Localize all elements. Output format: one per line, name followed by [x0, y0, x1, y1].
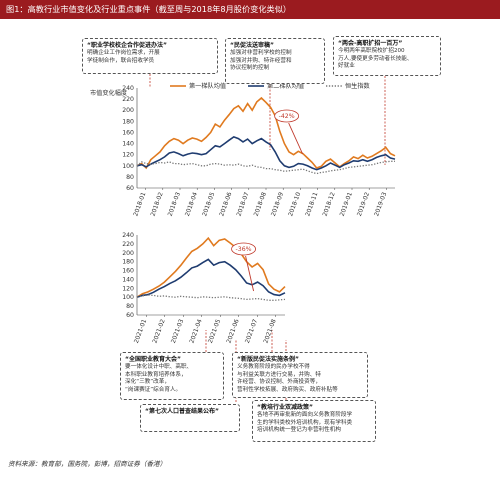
- y-tick-label: 220: [122, 241, 134, 248]
- note-vocational-enrollment-expansion: “两会-高职扩招一百万” 今明两年高职院校扩招200 万人,要使更多劳动者长技能…: [333, 36, 441, 76]
- note-body: 义务教育阶段的民办学校不得 与利益关联方进行交易，并购、特 许经营、协议控制、外…: [237, 364, 338, 393]
- series-line-恒生指数: [136, 294, 286, 301]
- x-tick-label: 2019-01: [339, 191, 354, 217]
- y-tick-label: 80: [126, 303, 134, 310]
- series-line-第二梯队均值: [136, 258, 286, 298]
- series-line-第一梯队均值: [136, 236, 286, 298]
- y-tick-label: 200: [122, 107, 134, 114]
- note-national-vocational-conference: “全国职业教育大会” 要一体化设计中职、高职、 本科职业教育培养体系， 深化“三…: [120, 352, 224, 400]
- y-tick-label: 240: [122, 232, 134, 239]
- y-tick-label: 60: [126, 185, 134, 192]
- x-tick-label: 2018-01: [132, 191, 147, 217]
- x-tick-label: 2018-12: [322, 191, 337, 217]
- y-tick-label: 120: [122, 285, 134, 292]
- y-tick-label: 100: [122, 294, 134, 301]
- x-tick-label: 2019-03: [373, 191, 388, 217]
- x-tick-label: 2018-03: [167, 191, 182, 217]
- y-tick-label: 140: [122, 276, 134, 283]
- drop-annotation-badge: [274, 109, 300, 123]
- x-tick-label: 2021-02: [151, 318, 166, 344]
- x-tick-label: 2018-09: [270, 191, 285, 217]
- figure-header: 图1：高教行业市值变化及行业重点事件（截至周与2018年8月股价变化类似）: [0, 0, 500, 19]
- x-tick-label: 2019-02: [356, 191, 371, 217]
- drop-annotation-arrow: [288, 122, 304, 155]
- legend-label: 恒生指数: [345, 82, 371, 90]
- y-tick-label: 200: [122, 250, 134, 257]
- y-tick-label: 180: [122, 259, 134, 266]
- x-tick-label: 2018-02: [150, 191, 165, 217]
- note-double-reduction-policy: “教培行业双减政策” 各地不再审批新的面向义务教育阶段学 生的学科类校外培训机构…: [252, 400, 376, 442]
- x-tick-label: 2021-01: [133, 318, 148, 344]
- y-tick-label: 160: [122, 268, 134, 275]
- legend-label: 第一梯队均值: [189, 82, 226, 90]
- note-body: 各地不再审批新的面向义务教育阶段学 生的学科类校外培训机构，现有学科类 培训机构…: [257, 412, 353, 434]
- y-tick-label: 100: [122, 163, 134, 170]
- y-tick-label: 80: [126, 174, 134, 181]
- x-tick-label: 2021-08: [262, 318, 277, 344]
- x-tick-label: 2021-07: [244, 318, 259, 344]
- x-tick-label: 2018-11: [304, 191, 319, 217]
- x-tick-label: 2021-06: [225, 318, 240, 344]
- x-tick-label: 2018-06: [218, 191, 233, 217]
- note-title: “教培行业双减政策”: [257, 404, 313, 411]
- note-body: 要一体化设计中职、高职、 本科职业教育培养体系， 深化“三教”改革， “岗课赛证…: [125, 364, 193, 393]
- chart-2018: 市值变化幅度 60 80 100 120 140 160 180 200 220 240 2018-0…: [90, 82, 396, 217]
- y-tick-label: 160: [122, 129, 134, 136]
- x-tick-label: 2021-04: [188, 318, 203, 344]
- note-body: 明确企业工作岗位需求，开展 学徒制合作，联合招收学员: [87, 50, 160, 64]
- x-tick-label: 2018-08: [253, 191, 268, 217]
- legend-label: 第二梯队均值: [267, 82, 304, 90]
- note-title: “民促法送审稿”: [230, 42, 274, 49]
- y-tick-label: 240: [122, 85, 134, 92]
- y-tick-label: 140: [122, 141, 134, 148]
- note-title: “新版民促法实施条例”: [237, 356, 299, 363]
- note-title: “两会-高职扩招一百万”: [338, 40, 403, 47]
- x-tick-label: 2018-05: [201, 191, 216, 217]
- x-tick-label: 2018-07: [236, 191, 251, 217]
- note-body: 加强对非营利学校的控制 加强对并购、特许经营和 协议控制的控制: [230, 50, 292, 72]
- series-line-第二梯队均值: [136, 136, 396, 171]
- source-note: 资料来源：教育部，国务院，彭博，招商证券（香港）: [8, 460, 167, 468]
- drop-annotation-label: -42%: [279, 113, 295, 120]
- note-private-education-law-draft: “民促法送审稿” 加强对非营利学校的控制 加强对并购、特许经营和 协议控制的控制: [225, 38, 325, 84]
- y-tick-label: 220: [122, 96, 134, 103]
- note-title: “第七次人口普查结果公布”: [145, 408, 219, 415]
- y-tick-label: 60: [126, 312, 134, 319]
- note-seventh-census: “第七次人口普查结果公布”: [140, 404, 240, 432]
- drop-annotation-badge: [231, 242, 256, 256]
- x-tick-label: 2021-05: [207, 318, 222, 344]
- x-tick-label: 2021-03: [170, 318, 185, 344]
- x-tick-label: 2018-10: [287, 191, 302, 217]
- y-tick-label: 180: [122, 118, 134, 125]
- note-new-private-education-regulation: “新版民促法实施条例” 义务教育阶段的民办学校不得 与利益关联方进行交易，并购、…: [232, 352, 368, 398]
- drop-annotation-label: -36%: [236, 246, 252, 253]
- note-vocational-school-cooperation: “职业学校校企合作促进办法” 明确企业工作岗位需求，开展 学徒制合作，联合招收学…: [82, 38, 218, 74]
- note-body: 今明两年高职院校扩招200 万人,要使更多劳动者长技能、 好就业: [338, 48, 413, 70]
- series-line-恒生指数: [136, 160, 395, 175]
- x-tick-label: 2018-04: [184, 191, 199, 217]
- y-axis-title: 市值变化幅度: [90, 89, 127, 97]
- note-title: “全国职业教育大会”: [125, 356, 181, 363]
- y-tick-label: 120: [122, 152, 134, 159]
- note-title: “职业学校校企合作促进办法”: [87, 42, 167, 49]
- series-line-第一梯队均值: [136, 96, 396, 170]
- drop-annotation-arrow: [245, 255, 254, 292]
